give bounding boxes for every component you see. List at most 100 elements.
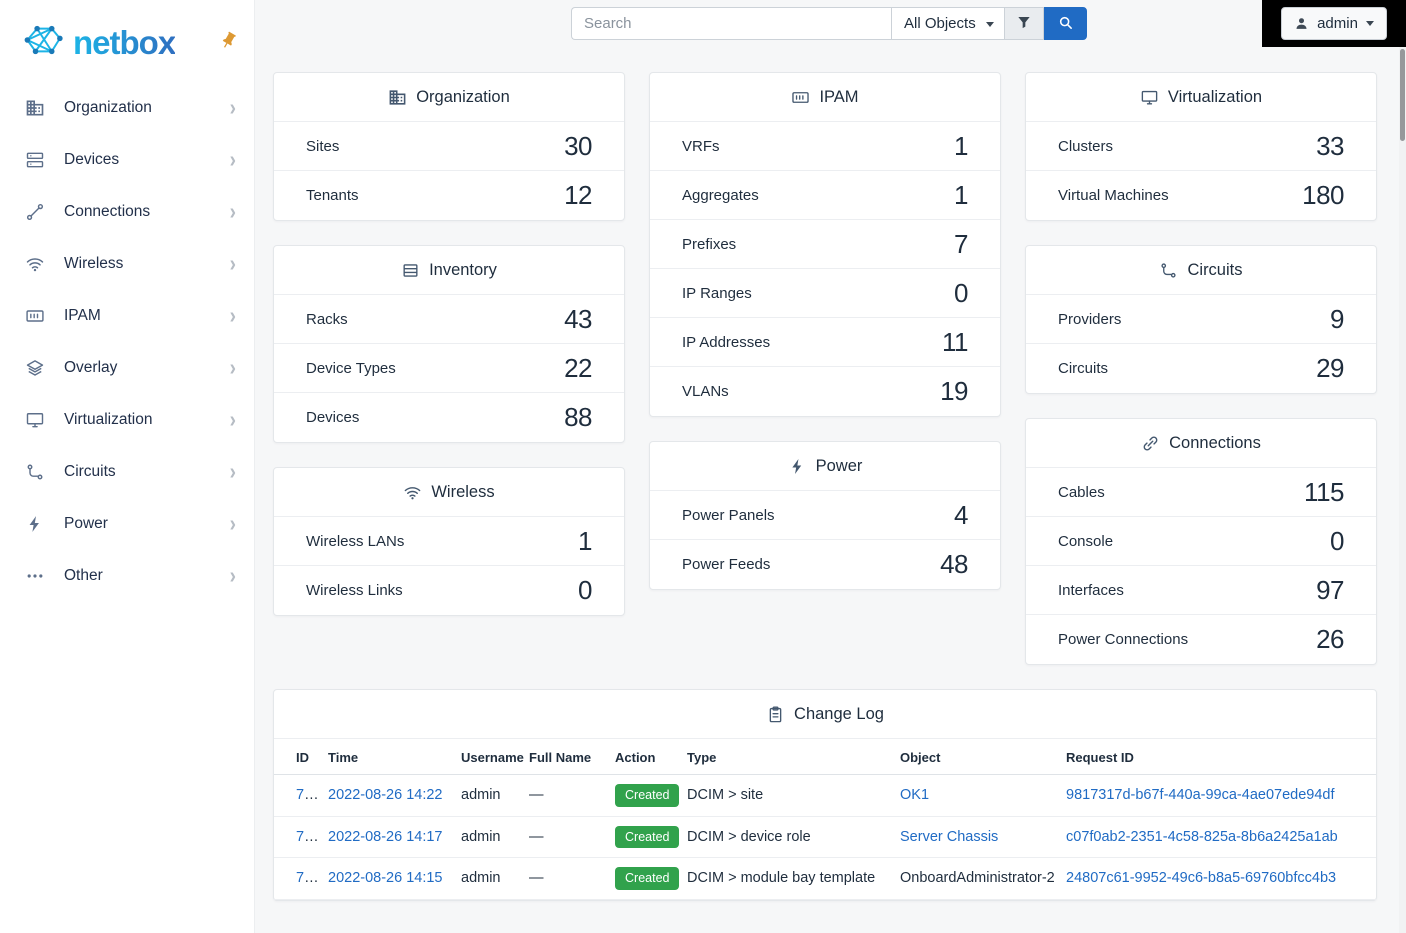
fullname-cell: — [529,774,615,817]
sidebar-pin-button[interactable] [219,31,238,53]
card-title: Power [815,457,863,475]
fullname-cell: — [529,816,615,858]
stat-value: 1 [954,130,968,161]
sidebar-item-label: IPAM [64,307,101,324]
change-time-link[interactable]: 2022-08-26 14:22 [328,787,443,804]
stat-row: Providers 9 [1026,295,1376,344]
stat-label[interactable]: VLANs [682,383,729,400]
object-link[interactable]: OK1 [900,787,930,804]
change-id-link[interactable]: 755 [296,787,321,804]
sidebar-item-devices[interactable]: Devices › [0,134,254,186]
chevron-down-icon [985,22,994,27]
user-menu-button[interactable]: admin [1281,7,1387,40]
stat-label[interactable]: VRFs [682,137,720,155]
card-title: Connections [1169,434,1261,452]
change-time-link[interactable]: 2022-08-26 14:15 [328,870,443,887]
stat-label[interactable]: Sites [306,137,340,155]
change-id-link[interactable]: 753 [296,870,321,887]
transit-icon [1159,261,1178,280]
topbar-dark-corner: admin [1262,0,1406,47]
stat-label[interactable]: Wireless LANs [306,532,405,550]
chevron-right-icon: › [229,355,236,381]
action-badge: Created [615,784,680,807]
stat-label[interactable]: Circuits [1058,360,1109,377]
stat-label[interactable]: Power Panels [682,506,775,524]
sidebar-item-virtualization[interactable]: Virtualization › [0,394,254,446]
sidebar-item-wireless[interactable]: Wireless › [0,238,254,290]
stat-row: Devices 88 [274,393,624,442]
search-input[interactable] [571,7,891,40]
wifi-icon [403,483,422,502]
sidebar-item-label: Virtualization [64,411,153,428]
logo[interactable]: netbox [0,0,254,78]
stat-label[interactable]: Power Feeds [682,556,771,573]
stat-label[interactable]: Device Types [306,359,396,377]
monitor-icon [1140,88,1159,107]
stat-row: IP Ranges 0 [650,269,1000,318]
sidebar-item-ipam[interactable]: IPAM › [0,290,254,342]
column-header: ID [274,739,328,775]
request-id-link[interactable]: c07f0ab2-2351-4c58-825a-8b6a2425a1ab [1066,828,1338,845]
circuits-card: Circuits Providers 9 Circuits 29 [1025,245,1377,394]
stat-label[interactable]: Virtual Machines [1058,187,1169,204]
topbar: All Objects admin [255,0,1406,47]
request-id-link[interactable]: 24807c61-9952-49c6-b8a5-69760bfcc4b3 [1066,870,1337,887]
stat-value: 19 [940,376,968,406]
stat-row: Virtual Machines 180 [1026,171,1376,220]
connections-card: Connections Cables 115 Console 0 [1025,418,1377,665]
column-header: Full Name [529,739,615,775]
card-title: Circuits [1187,261,1243,279]
object-type-select[interactable]: All Objects [891,7,1005,40]
stat-label[interactable]: Providers [1058,310,1122,328]
sidebar-item-other[interactable]: Other › [0,550,254,602]
global-search: All Objects [571,7,1087,40]
stat-label[interactable]: IP Ranges [682,284,752,302]
stat-label[interactable]: Devices [306,409,360,426]
card-title: Inventory [429,261,497,279]
sidebar-item-circuits[interactable]: Circuits › [0,446,254,498]
connections-icon [24,201,46,223]
sidebar-item-overlay[interactable]: Overlay › [0,342,254,394]
server-icon [24,149,46,171]
chevron-right-icon: › [229,563,236,589]
card-title: IPAM [819,88,859,106]
stat-label[interactable]: Power Connections [1058,631,1189,648]
sidebar-item-organization[interactable]: Organization › [0,82,254,134]
stat-label[interactable]: Console [1058,532,1114,550]
sidebar-item-connections[interactable]: Connections › [0,186,254,238]
netbox-logo-icon [16,20,68,65]
sidebar-item-label: Circuits [64,463,116,480]
request-id-link[interactable]: 9817317d-b67f-440a-99ca-4ae07ede94df [1066,787,1335,804]
chevron-right-icon: › [229,251,236,277]
stat-label[interactable]: Interfaces [1058,581,1124,599]
stat-label[interactable]: Clusters [1058,137,1114,155]
stat-label[interactable]: IP Addresses [682,333,771,351]
stat-row: Cables 115 [1026,468,1376,517]
inventory-card: Inventory Racks 43 Device Types 22 [273,245,625,443]
stat-row: Aggregates 1 [650,171,1000,220]
scrollbar-thumb[interactable] [1400,49,1405,141]
sidebar-item-power[interactable]: Power › [0,498,254,550]
stat-label[interactable]: Tenants [306,187,359,204]
type-cell: DCIM > site [687,774,900,817]
search-button[interactable] [1043,7,1087,40]
change-id-link[interactable]: 754 [296,828,321,845]
stat-value: 30 [564,130,592,161]
stat-label[interactable]: Racks [306,310,348,328]
cable-icon [1141,434,1160,453]
username-label: admin [1317,15,1358,32]
change-time-link[interactable]: 2022-08-26 14:17 [328,828,443,845]
object-link[interactable]: OnboardAdministrator-2 [900,870,1055,887]
filter-button[interactable] [1004,7,1044,40]
changelog-card: Change Log ID Time Username Full Name Ac… [273,689,1377,901]
stat-label[interactable]: Wireless Links [306,582,403,599]
stat-label[interactable]: Cables [1058,483,1105,501]
stat-label[interactable]: Aggregates [682,186,759,204]
stat-label[interactable]: Prefixes [682,235,737,253]
building-icon [24,97,46,119]
sidebar-item-label: Other [64,567,103,584]
stat-value: 88 [564,402,592,432]
dashboard: Organization Sites 30 Tenants 12 [255,47,1399,933]
object-link[interactable]: Server Chassis [900,828,999,845]
column-header: Time [328,739,461,775]
